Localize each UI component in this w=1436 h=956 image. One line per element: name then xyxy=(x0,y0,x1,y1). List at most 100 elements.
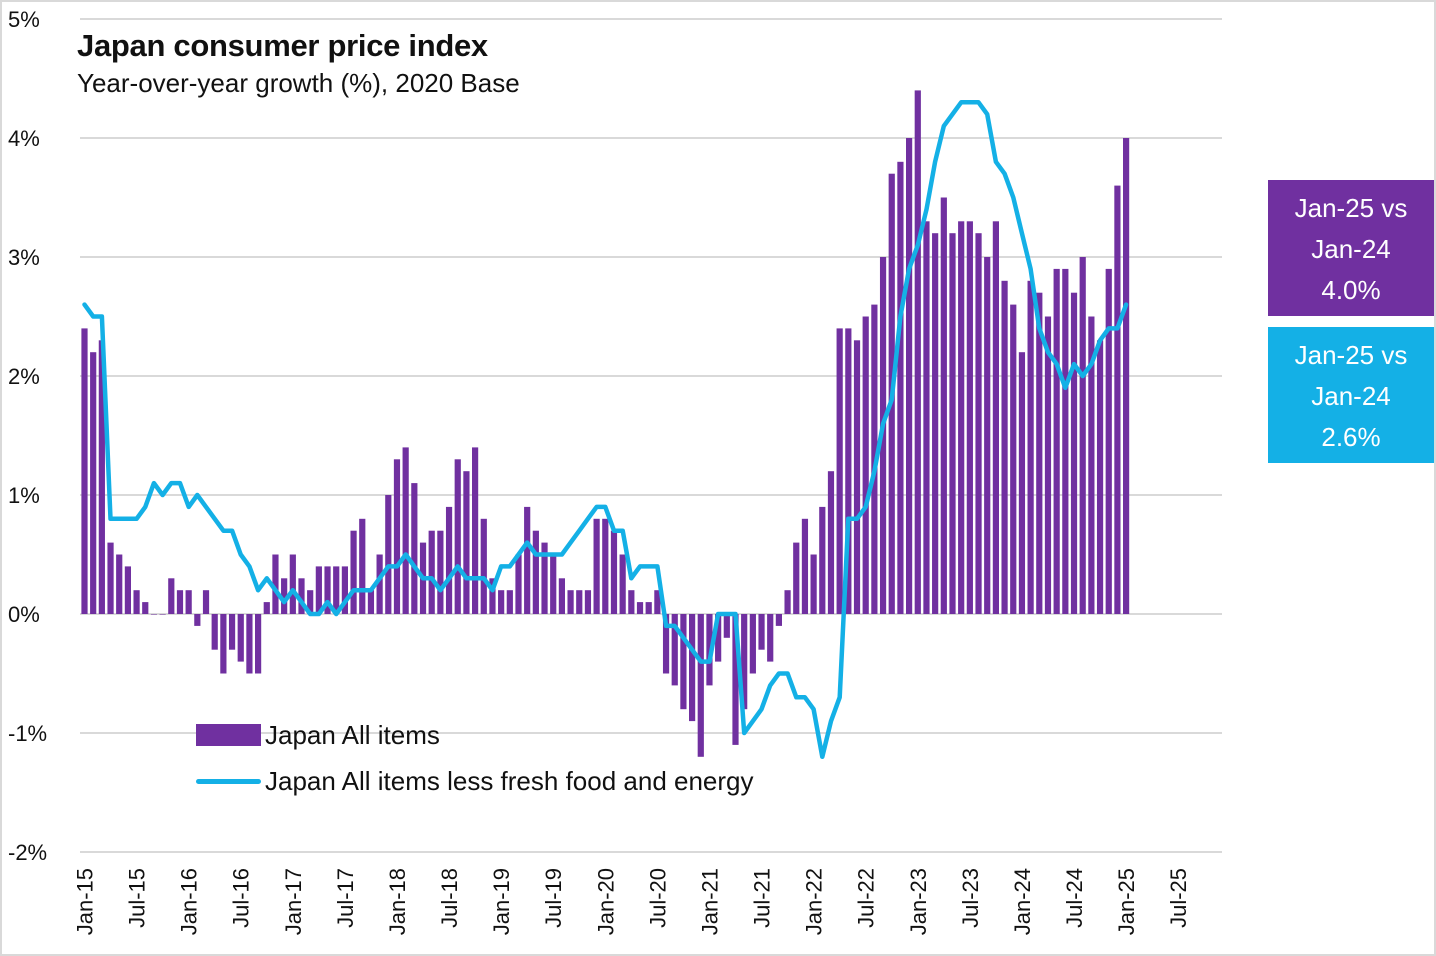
bar xyxy=(393,459,401,614)
callout-all-items-line2: Jan-24 xyxy=(1311,234,1391,264)
bar xyxy=(263,602,270,614)
bar xyxy=(489,578,496,614)
bar xyxy=(1018,352,1026,614)
bar xyxy=(1088,316,1095,614)
bar xyxy=(341,566,348,614)
y-tick-label: 5% xyxy=(8,7,40,32)
legend-item-bar[interactable]: Japan All items xyxy=(196,712,754,758)
bar xyxy=(628,590,635,614)
bar xyxy=(897,161,904,615)
bar xyxy=(697,614,704,757)
bar xyxy=(845,328,852,614)
bar xyxy=(1053,268,1060,614)
bar xyxy=(723,614,730,638)
x-tick-label: Jul-15 xyxy=(125,868,150,928)
bar xyxy=(333,566,340,614)
callout-all-items: Jan-25 vs Jan-24 4.0% xyxy=(1268,180,1434,316)
bar xyxy=(185,590,192,614)
bar xyxy=(819,506,826,614)
x-tick-label: Jul-17 xyxy=(333,868,358,928)
bar xyxy=(133,590,140,614)
bar xyxy=(966,221,973,615)
callout-all-items-line1: Jan-25 vs xyxy=(1294,193,1408,223)
x-tick-label: Jan-16 xyxy=(177,868,202,935)
bar xyxy=(732,614,739,745)
bar xyxy=(315,566,322,614)
bar xyxy=(932,233,939,614)
bar xyxy=(532,530,539,614)
callout-core: Jan-25 vs Jan-24 2.6% xyxy=(1268,327,1434,463)
bar xyxy=(810,554,817,614)
bar xyxy=(593,518,600,614)
bar xyxy=(202,590,210,614)
legend-item-line[interactable]: Japan All items less fresh food and ener… xyxy=(196,758,754,804)
y-axis-ticks: 5% 4% 3% 2% 1% 0% -1% -2% xyxy=(8,7,47,865)
bar xyxy=(1001,280,1008,614)
bar xyxy=(367,590,375,614)
x-tick-label: Jan-25 xyxy=(1114,868,1139,935)
bar xyxy=(914,90,921,614)
bar xyxy=(107,542,114,614)
bar xyxy=(142,602,149,614)
legend-bar-swatch xyxy=(196,724,261,746)
bar xyxy=(636,602,644,614)
bar xyxy=(402,447,409,614)
legend-bar-label: Japan All items xyxy=(265,719,440,750)
x-tick-label: Jul-18 xyxy=(437,868,462,928)
bar xyxy=(90,352,97,614)
chart-title: Japan consumer price index xyxy=(77,28,488,63)
bar xyxy=(359,518,366,614)
bar xyxy=(524,506,531,614)
bar xyxy=(584,590,592,614)
bar xyxy=(958,221,965,615)
y-tick-label: 1% xyxy=(8,483,40,508)
bar xyxy=(463,471,470,614)
bar xyxy=(949,233,956,614)
bar xyxy=(862,316,869,614)
bar xyxy=(168,578,175,614)
x-tick-label: Jan-19 xyxy=(489,868,514,935)
x-tick-label: Jul-24 xyxy=(1062,868,1087,928)
bar xyxy=(567,590,574,614)
legend-line-swatch xyxy=(196,778,261,784)
legend: Japan All items Japan All items less fre… xyxy=(196,712,754,804)
bar xyxy=(767,614,774,662)
bar xyxy=(541,542,548,614)
bar xyxy=(992,221,999,615)
bar xyxy=(741,614,748,710)
bar xyxy=(506,590,513,614)
x-tick-label: Jul-19 xyxy=(541,868,566,928)
x-tick-label: Jan-24 xyxy=(1010,868,1035,935)
bar xyxy=(662,614,670,674)
bar xyxy=(801,518,809,614)
bar xyxy=(307,590,314,614)
bar xyxy=(940,197,947,614)
x-tick-label: Jan-15 xyxy=(73,868,98,935)
bar xyxy=(194,614,201,626)
bar xyxy=(923,221,930,615)
bar xyxy=(298,578,305,614)
bar xyxy=(793,542,800,614)
bar xyxy=(1070,292,1078,614)
bar xyxy=(1010,304,1017,614)
y-tick-label: -1% xyxy=(8,721,47,746)
x-tick-label: Jan-23 xyxy=(906,868,931,935)
chart-subtitle: Year-over-year growth (%), 2020 Base xyxy=(77,68,520,98)
bar xyxy=(654,590,661,614)
bar xyxy=(445,506,453,614)
bar xyxy=(1027,280,1034,614)
y-tick-label: 2% xyxy=(8,364,40,389)
y-tick-label: 0% xyxy=(8,602,40,627)
bar xyxy=(211,614,218,650)
bar xyxy=(784,590,791,614)
callout-core-line1: Jan-25 vs xyxy=(1294,340,1408,370)
x-axis-ticks: Jan-15 Jul-15 Jan-16 Jul-16 Jan-17 Jul-17 Jan-… xyxy=(73,868,1192,935)
bar xyxy=(376,554,383,614)
y-tick-label: -2% xyxy=(8,840,47,865)
bar xyxy=(81,328,88,614)
bar xyxy=(472,447,479,614)
bar xyxy=(281,578,288,614)
bar xyxy=(836,328,843,614)
x-tick-label: Jul-25 xyxy=(1166,868,1191,928)
